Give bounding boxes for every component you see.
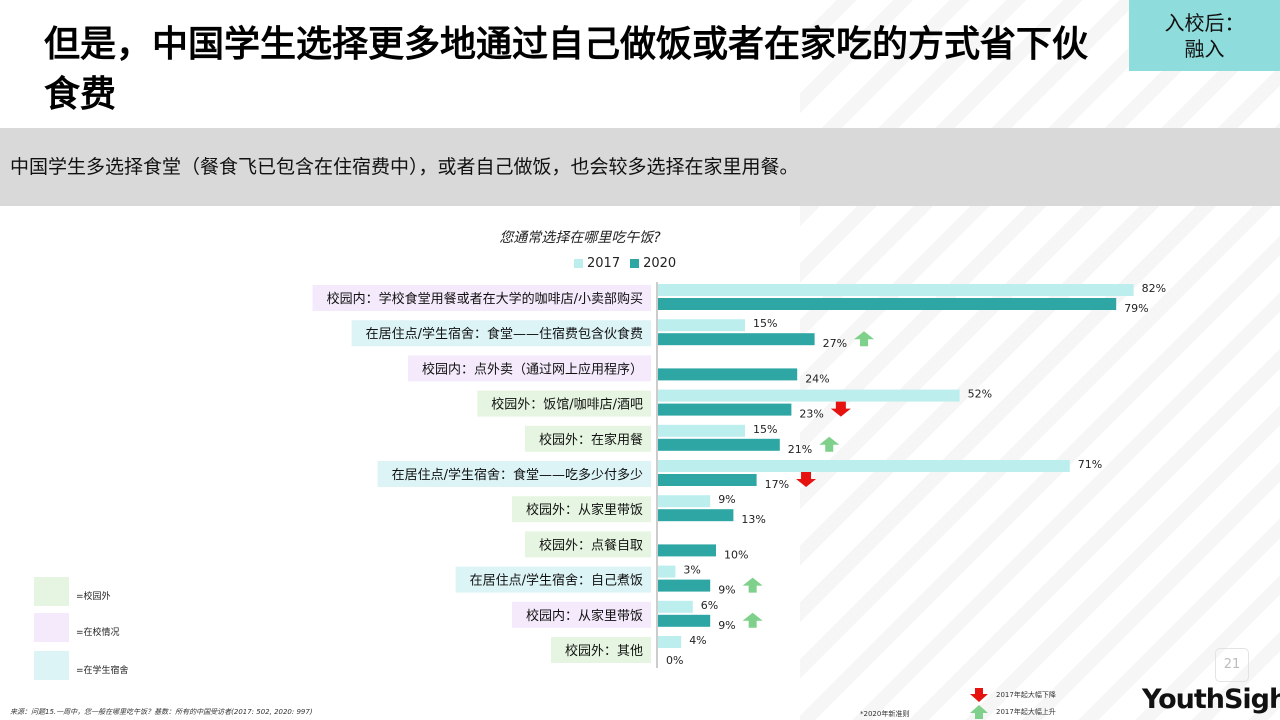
data-label-2020: 13% — [741, 513, 765, 526]
bar-2017 — [658, 389, 960, 402]
category-label: 校园外：在家用餐 — [539, 432, 643, 448]
trend-legend-down-label: 2017年起大幅下降 — [996, 690, 1056, 699]
trend-legend: 2017年起大幅下降 2017年起大幅上升 — [970, 686, 1056, 720]
data-label-2020: 23% — [799, 408, 823, 421]
bar-2020 — [658, 509, 734, 522]
category-band — [351, 320, 651, 347]
category-band — [477, 390, 651, 417]
bar-2020 — [658, 438, 780, 451]
source-note: 来源：问题15.一周中，您一般在哪里吃午饭？基数：所有的中国受访者(2017: … — [10, 708, 313, 716]
category-swatch-dorm — [34, 651, 69, 680]
category-label: 校园内：从家里带饭 — [526, 608, 643, 624]
category-label-off-campus: =校园外 — [76, 592, 111, 602]
data-label-2017: 6% — [701, 599, 718, 612]
category-label: 校园内：学校食堂用餐或者在大学的咖啡店/小卖部购买 — [327, 291, 643, 307]
data-label-2017: 3% — [683, 564, 700, 577]
category-label: 在居住点/学生宿舍：食堂——吃多少付多少 — [392, 467, 643, 483]
trend-arrow-up-icon — [854, 331, 875, 347]
data-label-2017: 52% — [968, 388, 992, 401]
data-label-2020: 21% — [788, 443, 812, 456]
trend-arrow-down-icon — [830, 401, 851, 417]
category-band — [524, 425, 651, 452]
data-label-2020: 9% — [718, 584, 735, 597]
data-label-2020: 17% — [765, 478, 789, 491]
bar-2020 — [658, 474, 757, 486]
series-legend: 2017 2020 — [574, 256, 676, 271]
data-label-2017: 82% — [1142, 282, 1166, 295]
category-label: 校园内：点外卖（通过网上应用程序） — [422, 361, 643, 377]
legend-swatch-2020 — [630, 259, 640, 268]
bar-2017 — [658, 319, 745, 332]
legend-item-2020: 2020 — [630, 256, 676, 271]
category-swatch-off-campus — [34, 577, 69, 606]
data-label-2020: 9% — [718, 619, 735, 632]
data-label-2017: 15% — [753, 317, 777, 330]
trend-legend-down: 2017年起大幅下降 — [970, 686, 1056, 703]
page-number: 21 — [1215, 648, 1249, 682]
data-label-2017: 15% — [753, 423, 777, 436]
category-label: 校园外：饭馆/咖啡店/酒吧 — [491, 397, 643, 413]
category-label-dorm: =在学生宿舍 — [76, 666, 129, 676]
data-label-2020: 10% — [724, 548, 748, 561]
trend-legend-up: 2017年起大幅上升 — [970, 703, 1056, 720]
trend-arrow-up-icon — [742, 577, 763, 593]
legend-label-2017: 2017 — [587, 256, 621, 271]
bar-2020 — [658, 544, 716, 557]
section-tag: 入校后： 融入 — [1129, 0, 1280, 71]
arrow-down-icon — [970, 687, 988, 702]
data-label-2020: 79% — [1124, 302, 1148, 315]
trend-legend-up-label: 2017年起大幅上升 — [996, 707, 1056, 716]
trend-arrow-up-icon — [742, 612, 763, 628]
category-band — [455, 566, 651, 593]
chart-title: 您通常选择在哪里吃午饭? — [499, 230, 661, 246]
legend-item-2017: 2017 — [574, 256, 620, 271]
data-label-2020: 24% — [805, 372, 829, 385]
bar-2017 — [658, 600, 693, 613]
bar-2017 — [658, 284, 1134, 296]
category-label-on-campus: =在校情况 — [76, 628, 120, 638]
category-label: 校园外：其他 — [565, 643, 643, 659]
legend-label-2020: 2020 — [643, 256, 677, 271]
category-label: 校园外：点餐自取 — [539, 537, 643, 553]
category-band — [550, 637, 651, 663]
data-label-2017: 71% — [1078, 458, 1102, 471]
summary-text: 中国学生多选择食堂（餐食飞已包含在住宿费中），或者自己做饭，也会较多选择在家里用… — [10, 156, 799, 178]
bar-2020 — [658, 403, 792, 416]
bar-2020 — [658, 368, 798, 381]
category-band — [511, 601, 651, 628]
bar-2017 — [658, 565, 676, 578]
category-label: 校园外：从家里带饭 — [526, 502, 643, 518]
trend-arrow-down-icon — [796, 472, 817, 487]
trend-arrow-up-icon — [819, 436, 840, 452]
bar-2017 — [658, 424, 745, 437]
criteria-note: *2020年新准则 — [860, 710, 910, 718]
brand-logo: YouthSight — [1142, 684, 1280, 715]
data-label-2020: 0% — [666, 654, 683, 667]
category-band — [511, 496, 651, 523]
category-band — [524, 531, 651, 558]
category-band — [312, 285, 651, 311]
bar-2020 — [658, 333, 815, 346]
data-label-2017: 9% — [718, 493, 735, 506]
data-label-2020: 27% — [823, 337, 847, 350]
data-label-2017: 4% — [689, 634, 706, 647]
bar-2020 — [658, 579, 711, 592]
category-band — [377, 461, 651, 487]
arrow-up-icon — [970, 704, 988, 719]
page-title: 但是，中国学生选择更多地通过自己做饭或者在家吃的方式省下伙食费 — [44, 24, 1089, 115]
bar-2017 — [658, 495, 711, 508]
legend-swatch-2017 — [574, 259, 583, 268]
category-swatch-on-campus — [34, 613, 69, 642]
summary-banner: 中国学生多选择食堂（餐食飞已包含在住宿费中），或者自己做饭，也会较多选择在家里用… — [0, 128, 1280, 206]
bar-2017 — [658, 460, 1070, 472]
category-label: 在居住点/学生宿舍：自己煮饭 — [470, 573, 643, 589]
category-band — [407, 355, 651, 382]
bar-2020 — [658, 614, 711, 627]
category-label: 在居住点/学生宿舍：食堂——住宿费包含伙食费 — [366, 326, 643, 342]
bar-2020 — [658, 298, 1117, 310]
bar-2017 — [658, 636, 682, 648]
